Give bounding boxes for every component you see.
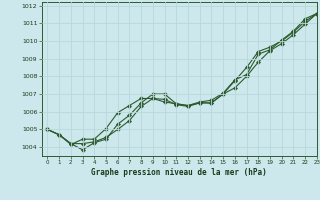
X-axis label: Graphe pression niveau de la mer (hPa): Graphe pression niveau de la mer (hPa) bbox=[91, 168, 267, 177]
